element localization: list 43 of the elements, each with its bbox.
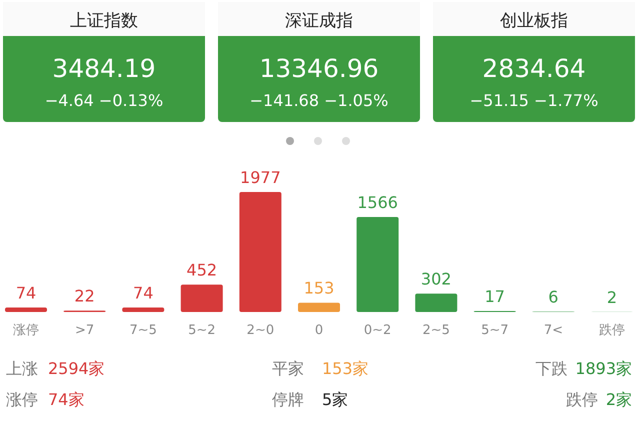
change: −51.15 −1.77% (470, 91, 598, 110)
data-label: 452 (186, 260, 218, 280)
stat-label: 跌停 (566, 390, 598, 409)
category: 7< (544, 323, 563, 338)
change: −4.64 −0.13% (44, 91, 164, 110)
stat-value: 153家 (322, 359, 369, 378)
category: 0~2 (364, 323, 392, 338)
data-label: 1977 (240, 168, 281, 187)
stat-label: 上涨 (6, 359, 38, 378)
data-label: 302 (420, 270, 452, 289)
title: 创业板指 (500, 11, 568, 31)
data-label: 17 (484, 286, 505, 306)
stat-value: 5家 (322, 390, 348, 409)
data-label: 74 (133, 284, 154, 302)
data-label: 153 (304, 278, 334, 298)
data-label: 74 (16, 284, 36, 302)
category: 跌停 (599, 323, 625, 338)
stat-value: 1893家 (575, 359, 632, 378)
stat-label: 平家 (272, 359, 304, 378)
category: 5~2 (188, 323, 216, 338)
value: 13346.96 (259, 54, 379, 83)
data-label: 6 (548, 288, 558, 307)
stat-label: 下跌 (535, 359, 568, 378)
stat-label: 停牌 (272, 390, 304, 409)
change: −141.68 −1.05% (250, 91, 388, 110)
category: 0 (314, 323, 324, 338)
value: 2834.64 (482, 54, 586, 83)
category: 5~7 (481, 323, 509, 338)
category: 涨停 (13, 323, 39, 338)
value: 3484.19 (52, 54, 156, 83)
title: 深证成指 (285, 11, 353, 31)
category: 2~5 (422, 323, 450, 338)
category: 2~0 (246, 323, 274, 338)
data-label: 1566 (357, 192, 398, 212)
stat-value: 74家 (48, 390, 84, 409)
title: 上证指数 (70, 11, 138, 31)
data-label: 22 (74, 286, 95, 306)
stat-value: 2家 (606, 390, 632, 409)
stat-label: 涨停 (6, 390, 38, 409)
category: >7 (75, 323, 94, 338)
data-label: 2 (606, 288, 618, 307)
stat-value: 2594家 (48, 359, 105, 378)
category: 7~5 (129, 323, 157, 338)
